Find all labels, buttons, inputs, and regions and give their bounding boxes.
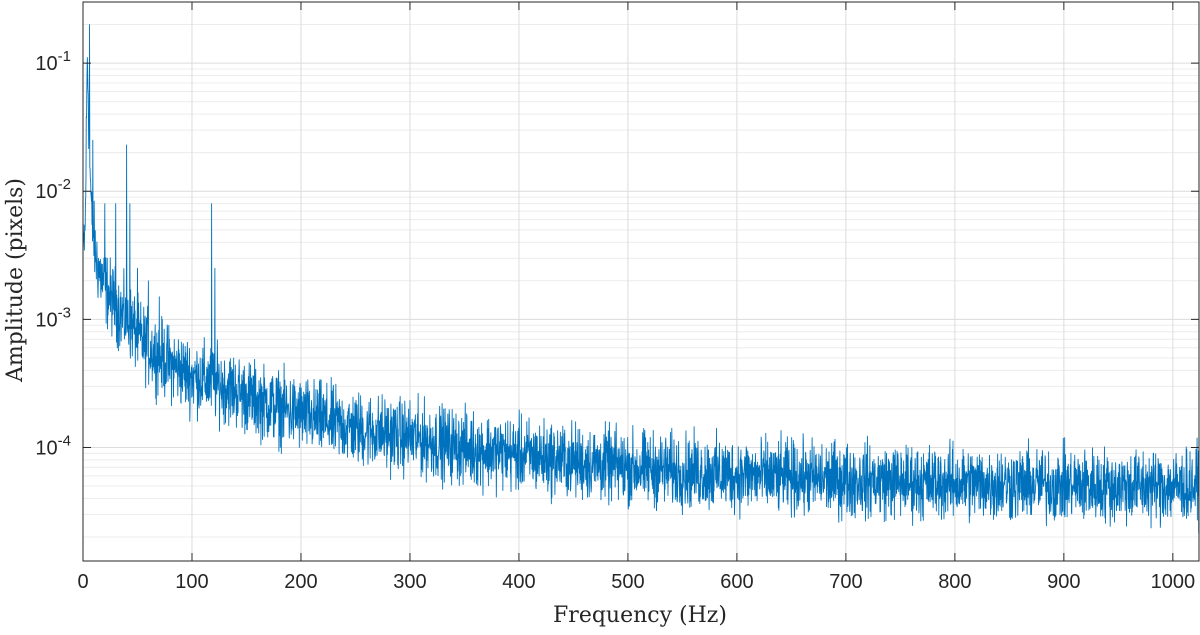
x-tick-label: 500: [611, 571, 644, 593]
y-tick-label: 10-1: [35, 48, 71, 75]
x-tick-label: 600: [720, 571, 753, 593]
y-tick-label: 10-4: [35, 432, 71, 459]
axes-frame: [82, 1, 1200, 562]
x-tick-label: 900: [1047, 571, 1080, 593]
x-tick-label: 300: [393, 571, 426, 593]
y-tick-label: 10-3: [35, 304, 71, 331]
x-tick-label: 100: [175, 571, 208, 593]
x-tick-label: 200: [284, 571, 317, 593]
x-tick-label: 800: [938, 571, 971, 593]
x-tick-label: 1000: [1151, 571, 1196, 593]
y-tick-label: 10-2: [35, 176, 71, 203]
y-axis-title: Amplitude (pixels): [3, 178, 28, 383]
x-tick-label: 700: [829, 571, 862, 593]
x-tick-label: 400: [502, 571, 535, 593]
x-axis-title: Frequency (Hz): [553, 603, 727, 628]
series-line: [82, 24, 1200, 534]
x-tick-label: 0: [77, 571, 88, 593]
